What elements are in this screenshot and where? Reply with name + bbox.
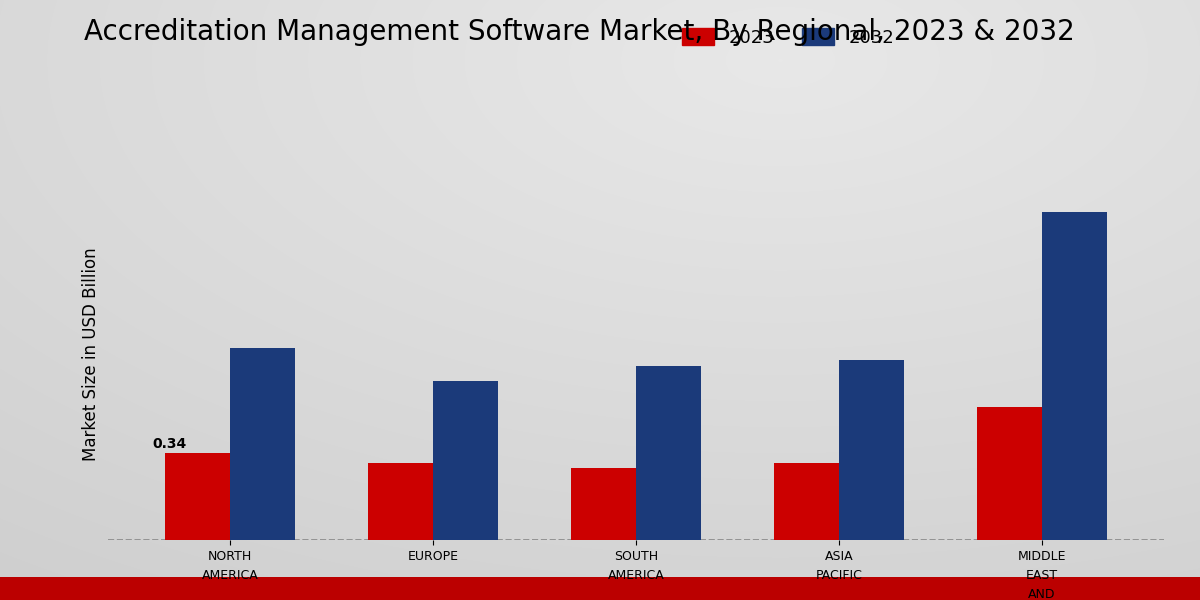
Bar xyxy=(433,381,498,540)
Bar xyxy=(636,365,701,540)
Bar xyxy=(164,453,230,540)
Bar xyxy=(368,463,433,540)
Bar xyxy=(774,463,839,540)
Text: Accreditation Management Software Market, By Regional, 2023 & 2032: Accreditation Management Software Market… xyxy=(84,18,1075,46)
Bar xyxy=(1042,212,1108,540)
Text: 0.34: 0.34 xyxy=(152,437,187,451)
Bar xyxy=(977,407,1042,540)
Y-axis label: Market Size in USD Billion: Market Size in USD Billion xyxy=(82,247,100,461)
Legend: 2023, 2032: 2023, 2032 xyxy=(674,21,901,54)
Bar xyxy=(839,361,904,540)
Bar xyxy=(230,347,295,540)
Bar xyxy=(571,468,636,540)
